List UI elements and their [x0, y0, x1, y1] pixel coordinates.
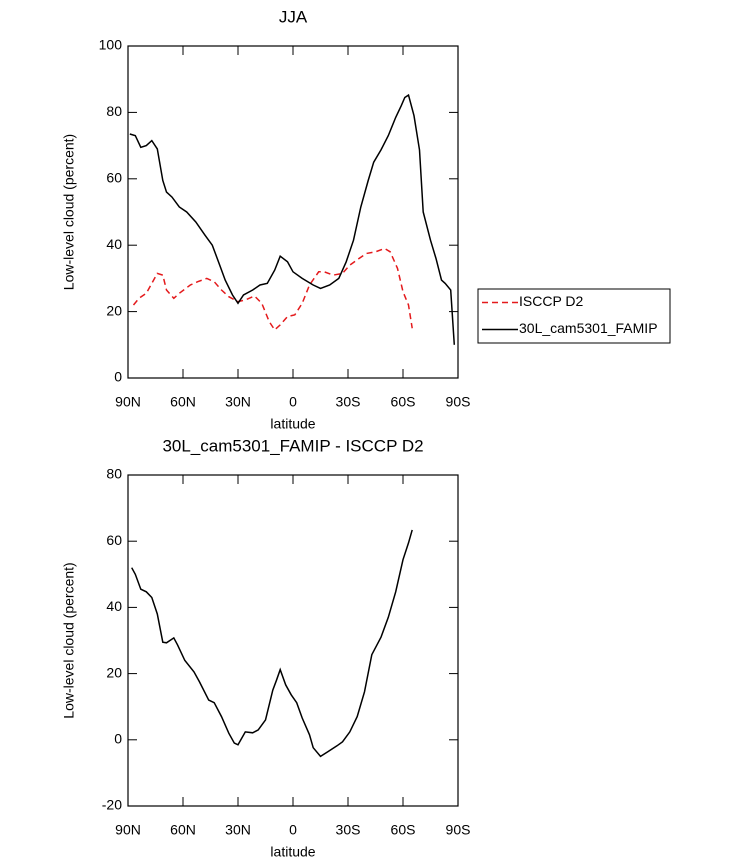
y-tick-label: 80	[106, 103, 122, 119]
legend-box	[477, 288, 671, 344]
x-tick-label: 60S	[391, 394, 416, 410]
y-axis-label: Low-level cloud (percent)	[61, 562, 77, 718]
series-line	[129, 93, 456, 345]
x-tick-label: 90N	[115, 394, 141, 410]
y-tick-label: -20	[102, 797, 122, 813]
y-tick-label: 100	[99, 37, 123, 53]
x-tick-label: 0	[289, 822, 297, 838]
legend-label: ISCCP D2	[519, 293, 584, 309]
series-line	[132, 247, 413, 332]
x-axis-label: latitude	[270, 844, 315, 860]
x-tick-label: 0	[289, 394, 297, 410]
y-tick-label: 40	[106, 598, 122, 614]
x-tick-label: 30N	[225, 394, 251, 410]
x-tick-label: 60N	[170, 822, 196, 838]
plot-frame	[127, 45, 459, 379]
chart-title: 30L_cam5301_FAMIP - ISCCP D2	[162, 436, 423, 455]
y-tick-label: 0	[114, 731, 122, 747]
x-tick-label: 90N	[115, 822, 141, 838]
x-tick-label: 60N	[170, 394, 196, 410]
y-tick-label: 20	[106, 664, 122, 680]
legend: ISCCP D2 30L_cam5301_FAMIP	[477, 288, 671, 344]
y-tick-label: 80	[106, 466, 122, 482]
y-tick-label: 0	[114, 369, 122, 385]
plot-frame	[127, 474, 459, 807]
legend-label: 30L_cam5301_FAMIP	[519, 320, 658, 336]
x-tick-label: 60S	[391, 822, 416, 838]
x-tick-label: 90S	[446, 822, 471, 838]
y-tick-label: 60	[106, 532, 122, 548]
series-line	[131, 529, 413, 758]
y-axis-label: Low-level cloud (percent)	[61, 134, 77, 290]
y-tick-label: 40	[106, 236, 122, 252]
x-tick-label: 30S	[336, 394, 361, 410]
y-tick-label: 20	[106, 302, 122, 318]
x-tick-label: 30S	[336, 822, 361, 838]
y-tick-label: 60	[106, 170, 122, 186]
x-axis-label: latitude	[270, 416, 315, 432]
x-tick-label: 90S	[446, 394, 471, 410]
x-tick-label: 30N	[225, 822, 251, 838]
chart-title: JJA	[279, 7, 308, 26]
